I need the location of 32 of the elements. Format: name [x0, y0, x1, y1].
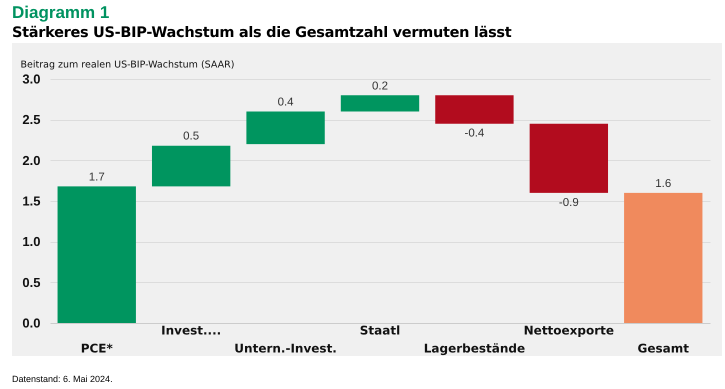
y-tick-label: 1.0 [22, 234, 40, 250]
y-tick-label: 2.0 [22, 152, 40, 168]
bar [340, 95, 420, 112]
x-tick-label: Gesamt [638, 342, 690, 356]
bar [530, 124, 608, 193]
y-tick-label: 3.0 [22, 72, 40, 86]
data-label: -0.9 [558, 196, 579, 209]
y-axis-title: Beitrag zum realen US-BIP-Wachstum (SAAR) [20, 60, 234, 70]
chart-subtitle: Stärkeres US-BIP-Wachstum als die Gesamtzahl vermuten lässt [11, 24, 512, 43]
data-label: 0.2 [372, 80, 388, 92]
x-tick-label: Invest.... [161, 324, 222, 338]
data-label: 0.5 [183, 130, 200, 143]
y-tick-label: 0.0 [22, 316, 40, 330]
data-label: 0.4 [278, 96, 294, 109]
y-tick-label: 0.5 [22, 274, 40, 290]
x-tick-label: Staatl [360, 324, 400, 338]
bar [624, 192, 702, 323]
data-label: 1.7 [88, 171, 105, 184]
data-label: 1.6 [655, 178, 672, 190]
bar [435, 95, 514, 124]
y-tick-label: 1.5 [22, 194, 40, 208]
bar [246, 112, 325, 144]
x-tick-label: PCE* [80, 342, 114, 356]
data-label: -0.4 [464, 128, 485, 140]
chart-title: Diagramm 1 [11, 2, 110, 23]
x-tick-label: Nettoexporte [524, 324, 614, 338]
bar [58, 186, 136, 323]
x-tick-label: Lagerbestände [424, 342, 526, 356]
bar [152, 146, 230, 186]
text: Datenstand: 6. Mai 2024. [11, 373, 114, 384]
x-tick-label: Untern.-Invest. [234, 342, 337, 356]
y-tick-label: 2.5 [22, 112, 40, 128]
